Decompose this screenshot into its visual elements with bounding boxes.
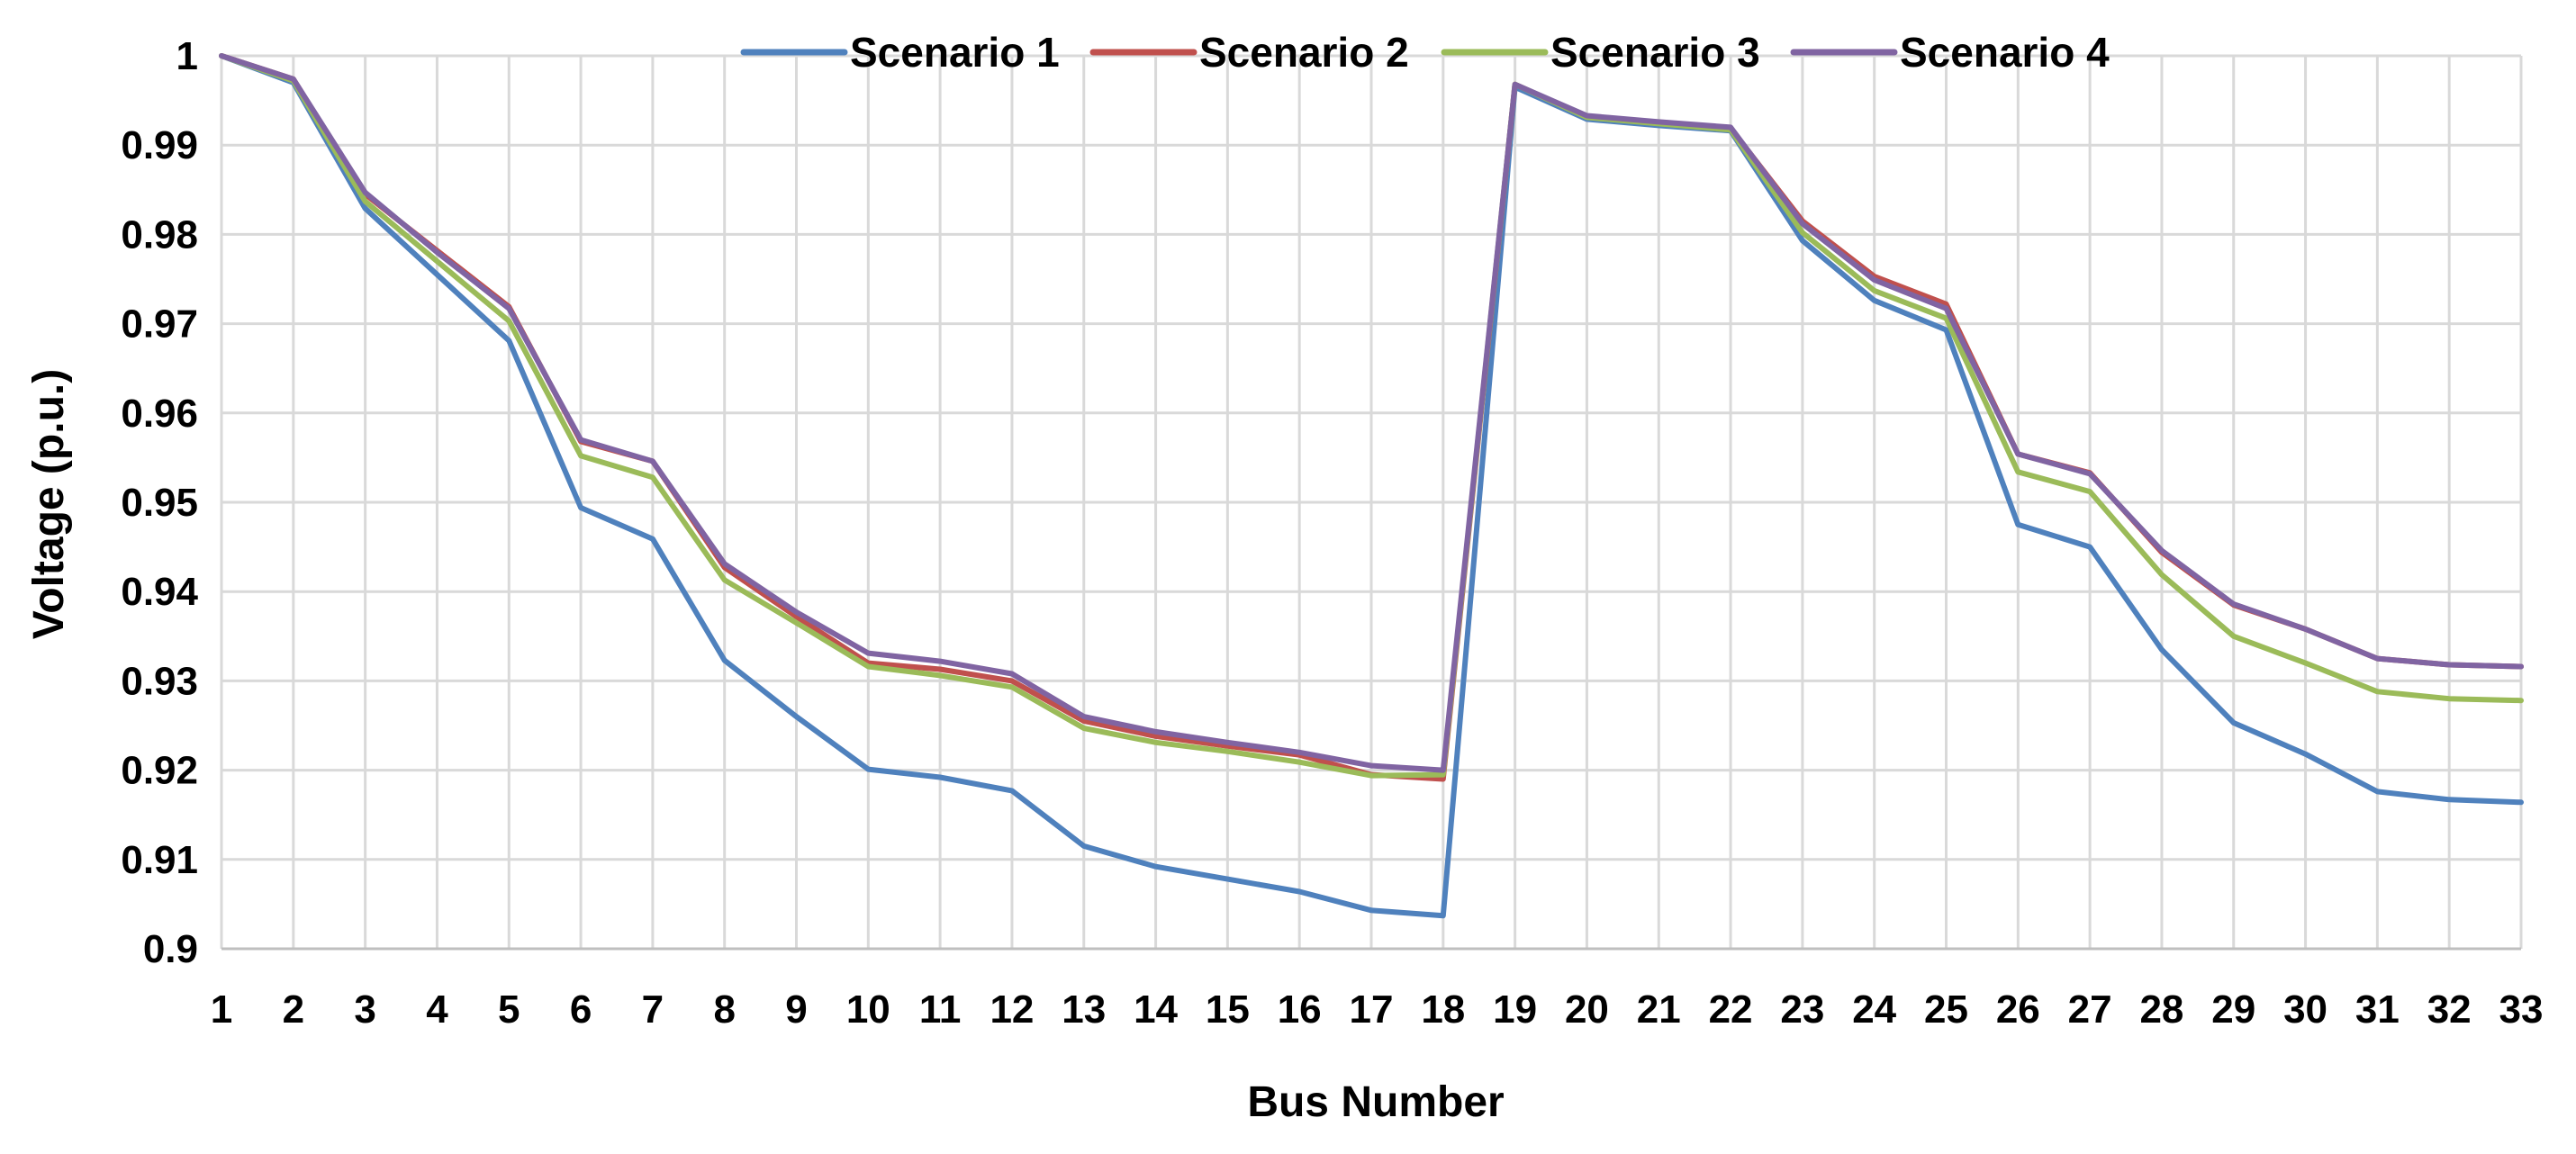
x-tick-label: 16	[1278, 987, 1322, 1032]
x-tick-label: 11	[919, 987, 962, 1032]
y-tick-label: 0.91	[121, 838, 198, 882]
x-tick-label: 3	[354, 987, 375, 1032]
y-tick-label: 0.96	[121, 392, 198, 436]
y-tick-label: 1	[176, 34, 198, 78]
x-tick-label: 19	[1493, 987, 1537, 1032]
y-tick-label: 0.98	[121, 212, 198, 257]
x-tick-label: 12	[990, 987, 1034, 1032]
y-tick-label: 0.92	[121, 749, 198, 793]
x-tick-label: 33	[2499, 987, 2544, 1032]
x-tick-label: 9	[785, 987, 807, 1032]
x-tick-label: 25	[1924, 987, 1968, 1032]
x-tick-label: 28	[2139, 987, 2183, 1032]
x-tick-label: 20	[1565, 987, 1609, 1032]
series-lines	[219, 53, 2524, 919]
x-tick-label: 26	[1996, 987, 2040, 1032]
x-tick-label: 14	[1134, 987, 1178, 1032]
legend: Scenario 1 Scenario 2 Scenario 3 Scenario 4	[740, 29, 2110, 76]
y-axis-title: Voltage (p.u.)	[25, 369, 73, 639]
legend-label: Scenario 2	[1199, 29, 1409, 76]
y-tick-label: 0.95	[121, 481, 198, 525]
x-tick-label: 27	[2068, 987, 2112, 1032]
legend-label: Scenario 4	[1900, 29, 2110, 76]
y-tick-label: 0.97	[121, 302, 198, 347]
x-tick-label: 6	[570, 987, 592, 1032]
x-tick-label: 17	[1350, 987, 1394, 1032]
x-tick-label: 31	[2355, 987, 2400, 1032]
y-tick-label: 0.9	[143, 927, 198, 971]
y-tick-label: 0.93	[121, 659, 198, 703]
x-tick-label: 8	[713, 987, 735, 1032]
series-line-4	[219, 53, 2524, 773]
legend-label: Scenario 3	[1550, 29, 1760, 76]
x-tick-label: 21	[1637, 987, 1681, 1032]
y-tick-label: 0.94	[121, 570, 198, 614]
x-tick-label: 23	[1780, 987, 1824, 1032]
grid	[220, 54, 2523, 949]
x-tick-label: 18	[1421, 987, 1465, 1032]
x-tick-label: 4	[426, 987, 448, 1032]
series-line-3	[219, 53, 2524, 779]
x-tick-label: 10	[846, 987, 890, 1032]
x-tick-label: 24	[1852, 987, 1896, 1032]
x-tick-label: 22	[1709, 987, 1753, 1032]
x-tick-label: 7	[642, 987, 664, 1032]
x-tick-label: 13	[1062, 987, 1106, 1032]
x-tick-label: 32	[2427, 987, 2472, 1032]
series-line-1	[219, 53, 2524, 919]
x-tick-label: 5	[498, 987, 520, 1032]
x-tick-label: 15	[1206, 987, 1250, 1032]
x-tick-label: 1	[211, 987, 232, 1032]
x-tick-label: 30	[2283, 987, 2327, 1032]
tick-labels: 0.9 0.91 0.92 0.93 0.94 0.95 0.96 0.97 0.98 0.99 1…	[121, 34, 2543, 1032]
x-axis-title: Bus Number	[1247, 1078, 1504, 1126]
legend-label: Scenario 1	[850, 29, 1060, 76]
x-tick-label: 2	[283, 987, 304, 1032]
x-tick-label: 29	[2211, 987, 2255, 1032]
y-tick-label: 0.99	[121, 123, 198, 167]
